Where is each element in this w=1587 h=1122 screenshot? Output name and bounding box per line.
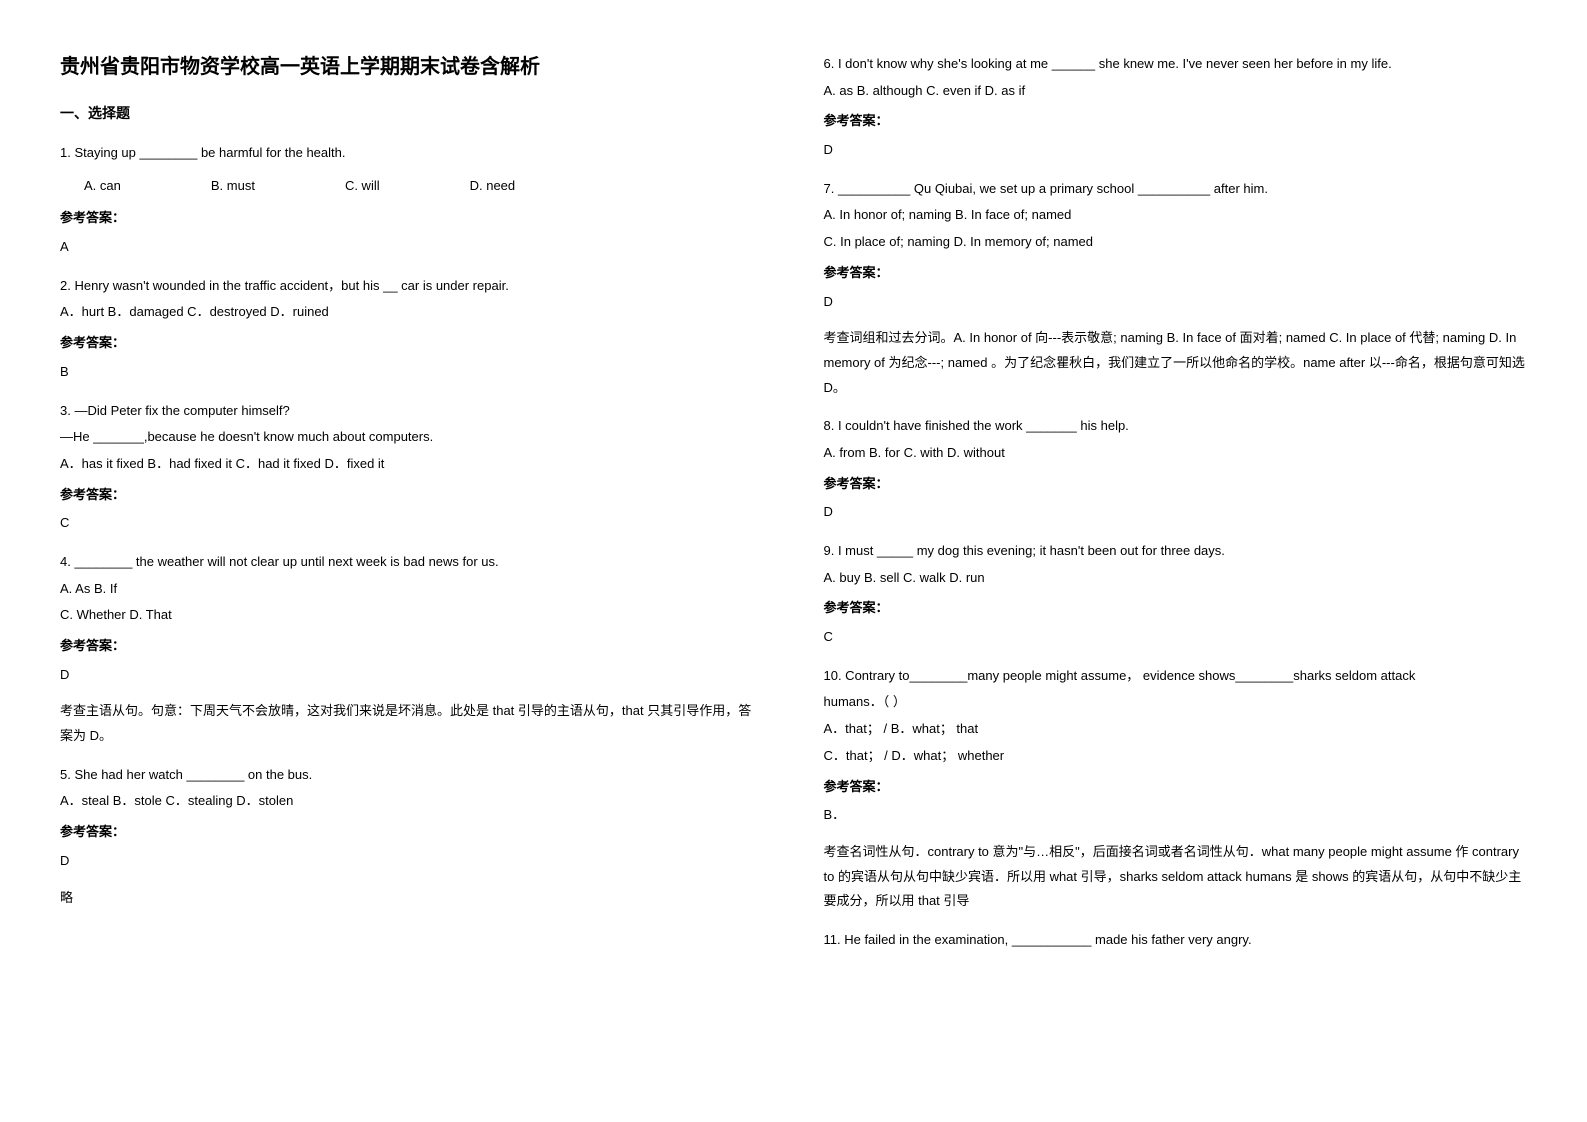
q1-ans: A bbox=[60, 235, 764, 260]
q6-ans-label: 参考答案： bbox=[824, 109, 1528, 134]
q3-options: A．has it fixed B．had fixed it C．had it f… bbox=[60, 452, 764, 477]
q3-line1: 3. —Did Peter fix the computer himself? bbox=[60, 399, 764, 424]
q8-text: 8. I couldn't have finished the work ___… bbox=[824, 414, 1528, 439]
q5-ans-label: 参考答案： bbox=[60, 820, 764, 845]
q10-explanation: 考查名词性从句．contrary to 意为"与…相反"，后面接名词或者名词性从… bbox=[824, 840, 1528, 914]
q4-opts-2: C. Whether D. That bbox=[60, 603, 764, 628]
q7-ans-label: 参考答案： bbox=[824, 261, 1528, 286]
column-left: 贵州省贵阳市物资学校高一英语上学期期末试卷含解析 一、选择题 1. Stayin… bbox=[60, 50, 764, 967]
q9-ans-label: 参考答案： bbox=[824, 596, 1528, 621]
q1-options: A. can B. must C. will D. need bbox=[84, 174, 764, 199]
question-3: 3. —Did Peter fix the computer himself? … bbox=[60, 399, 764, 536]
q10-opts-1: A．that； / B．what； that bbox=[824, 717, 1528, 742]
q2-text: 2. Henry wasn't wounded in the traffic a… bbox=[60, 274, 764, 299]
q1-ans-label: 参考答案： bbox=[60, 206, 764, 231]
q10-opts-2: C．that； / D．what； whether bbox=[824, 744, 1528, 769]
q7-opts-2: C. In place of; naming D. In memory of; … bbox=[824, 230, 1528, 255]
q1-text: 1. Staying up ________ be harmful for th… bbox=[60, 141, 764, 166]
question-1: 1. Staying up ________ be harmful for th… bbox=[60, 141, 764, 260]
q7-text: 7. __________ Qu Qiubai, we set up a pri… bbox=[824, 177, 1528, 202]
q2-ans-label: 参考答案： bbox=[60, 331, 764, 356]
q4-ans-label: 参考答案： bbox=[60, 634, 764, 659]
question-2: 2. Henry wasn't wounded in the traffic a… bbox=[60, 274, 764, 385]
q10-text2: humans．（ ） bbox=[824, 690, 1528, 715]
question-8: 8. I couldn't have finished the work ___… bbox=[824, 414, 1528, 525]
q5-text: 5. She had her watch ________ on the bus… bbox=[60, 763, 764, 788]
q6-text: 6. I don't know why she's looking at me … bbox=[824, 52, 1528, 77]
q2-ans: B bbox=[60, 360, 764, 385]
q10-ans: B． bbox=[824, 803, 1528, 828]
q5-note: 略 bbox=[60, 886, 764, 911]
q4-opts-1: A. As B. If bbox=[60, 577, 764, 602]
question-7: 7. __________ Qu Qiubai, we set up a pri… bbox=[824, 177, 1528, 401]
q3-ans: C bbox=[60, 511, 764, 536]
exam-title: 贵州省贵阳市物资学校高一英语上学期期末试卷含解析 bbox=[60, 50, 764, 79]
q3-ans-label: 参考答案： bbox=[60, 483, 764, 508]
question-10: 10. Contrary to________many people might… bbox=[824, 664, 1528, 914]
q7-ans: D bbox=[824, 290, 1528, 315]
q1-opt-d: D. need bbox=[470, 174, 516, 199]
q9-ans: C bbox=[824, 625, 1528, 650]
q8-ans-label: 参考答案： bbox=[824, 472, 1528, 497]
q7-explanation: 考查词组和过去分词。A. In honor of 向---表示敬意; namin… bbox=[824, 326, 1528, 400]
column-right: 6. I don't know why she's looking at me … bbox=[824, 50, 1528, 967]
q11-text: 11. He failed in the examination, ______… bbox=[824, 928, 1528, 953]
q5-ans: D bbox=[60, 849, 764, 874]
q8-options: A. from B. for C. with D. without bbox=[824, 441, 1528, 466]
q2-options: A．hurt B．damaged C．destroyed D．ruined bbox=[60, 300, 764, 325]
q3-line2: —He _______,because he doesn't know much… bbox=[60, 425, 764, 450]
q9-options: A. buy B. sell C. walk D. run bbox=[824, 566, 1528, 591]
q8-ans: D bbox=[824, 500, 1528, 525]
q10-text: 10. Contrary to________many people might… bbox=[824, 664, 1528, 689]
q10-ans-label: 参考答案： bbox=[824, 775, 1528, 800]
q4-text: 4. ________ the weather will not clear u… bbox=[60, 550, 764, 575]
q1-opt-c: C. will bbox=[345, 174, 380, 199]
q7-opts-1: A. In honor of; naming B. In face of; na… bbox=[824, 203, 1528, 228]
q6-ans: D bbox=[824, 138, 1528, 163]
q6-options: A. as B. although C. even if D. as if bbox=[824, 79, 1528, 104]
q4-ans: D bbox=[60, 663, 764, 688]
question-5: 5. She had her watch ________ on the bus… bbox=[60, 763, 764, 910]
question-9: 9. I must _____ my dog this evening; it … bbox=[824, 539, 1528, 650]
question-11: 11. He failed in the examination, ______… bbox=[824, 928, 1528, 953]
question-6: 6. I don't know why she's looking at me … bbox=[824, 52, 1528, 163]
question-4: 4. ________ the weather will not clear u… bbox=[60, 550, 764, 749]
q5-options: A．steal B．stole C．stealing D．stolen bbox=[60, 789, 764, 814]
q9-text: 9. I must _____ my dog this evening; it … bbox=[824, 539, 1528, 564]
q1-opt-b: B. must bbox=[211, 174, 255, 199]
q4-explanation: 考查主语从句。句意：下周天气不会放晴，这对我们来说是坏消息。此处是 that 引… bbox=[60, 699, 764, 748]
q1-opt-a: A. can bbox=[84, 174, 121, 199]
section-label: 一、选择题 bbox=[60, 103, 764, 123]
